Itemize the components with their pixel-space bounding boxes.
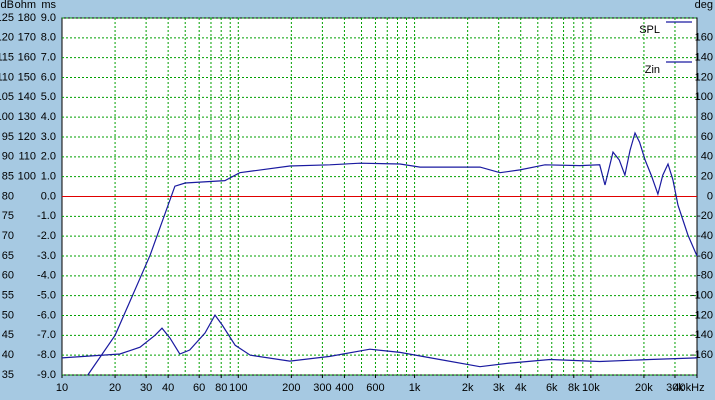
ms-tick-label: 2.0 [41,151,56,163]
ms-tick-label: 7.0 [41,52,56,64]
x-tick-label: 20 [109,382,121,394]
x-tick-label: 600 [366,382,384,394]
y2-tick-label: 20 [701,171,713,183]
y2-axis-label: deg [695,0,713,11]
x-tick-label: 80 [215,382,227,394]
x-tick-label: 200 [282,382,300,394]
y-axis-label: dB [1,0,14,11]
series-line [87,131,698,376]
ohm-tick-label: 150 [18,71,36,83]
ms-tick-label: -7.0 [37,329,56,341]
ms-tick-label: 6.0 [41,71,56,83]
y-tick-label: 120 [0,32,14,44]
y2-tick-label: 100 [695,91,713,103]
ms-tick-label: 0.0 [41,190,56,202]
x-tick-label: 3k [493,382,505,394]
y-tick-label: 70 [2,230,14,242]
y2-tick-label: 0 [707,190,713,202]
y-tick-label: 105 [0,91,14,103]
ohm-tick-label: 140 [18,91,36,103]
y2-tick-label: 40 [701,151,713,163]
x-tick-label: 400 [335,382,353,394]
y-tick-label: 75 [2,210,14,222]
ms-tick-label: 8.0 [41,32,56,44]
ms-tick-label: -6.0 [37,309,56,321]
y-tick-label: 85 [2,171,14,183]
ms-tick-label: -4.0 [37,270,56,282]
y2-tick-label: -100 [691,290,713,302]
ohm-tick-label: 100 [18,171,36,183]
y2-tick-label: -60 [697,250,713,262]
x-tick-label: 10 [56,382,68,394]
y2-tick-label: -140 [691,329,713,341]
ms-tick-label: -8.0 [37,349,56,361]
y-tick-label: 95 [2,131,14,143]
y-tick-label: 110 [0,71,14,83]
y2-tick-label: 160 [695,32,713,44]
y-tick-label: 90 [2,151,14,163]
y-tick-label: 50 [2,309,14,321]
y2-tick-label: 80 [701,111,713,123]
ms-tick-label: 3.0 [41,131,56,143]
ms-axis-label: ms [41,0,56,11]
ohm-tick-label: 180 [18,12,36,24]
y-tick-label: 55 [2,290,14,302]
y-tick-label: 125 [0,12,14,24]
x-tick-label: 1k [409,382,421,394]
ms-tick-label: -2.0 [37,230,56,242]
ms-tick-label: 9.0 [41,12,56,24]
y-tick-label: 60 [2,270,14,282]
y-tick-label: 40 [2,349,14,361]
x-tick-label: 30 [140,382,152,394]
ohm-tick-label: 130 [18,111,36,123]
x-tick-label: 20k [635,382,653,394]
ohm-tick-label: 160 [18,52,36,64]
x-tick-label: 40 [162,382,174,394]
x-tick-label: 300 [313,382,331,394]
x-tick-label: 2k [462,382,474,394]
y2-tick-label: -160 [691,349,713,361]
y2-tick-label: 60 [701,131,713,143]
ohm-tick-label: 120 [18,131,36,143]
ms-tick-label: -3.0 [37,250,56,262]
ms-tick-label: -9.0 [37,369,56,381]
y2-tick-label: -20 [697,210,713,222]
ohm-tick-label: 110 [18,151,36,163]
x-tick-label: 10k [582,382,600,394]
ms-tick-label: 4.0 [41,111,56,123]
ms-tick-label: -1.0 [37,210,56,222]
x-tick-label: 8k [568,382,580,394]
x-tick-label: 100 [229,382,247,394]
ohm-axis-label: ohm [15,0,36,11]
y2-tick-label: -80 [697,270,713,282]
ms-tick-label: 5.0 [41,91,56,103]
x-tick-label: 6k [546,382,558,394]
ms-tick-label: -5.0 [37,290,56,302]
y-tick-label: 100 [0,111,14,123]
y-tick-label: 45 [2,329,14,341]
y-tick-label: 65 [2,250,14,262]
y2-tick-label: 120 [695,71,713,83]
y2-tick-label: -40 [697,230,713,242]
series-line [61,313,698,368]
y2-tick-label: 140 [695,52,713,64]
x-tick-label: 60 [193,382,205,394]
y-tick-label: 80 [2,190,14,202]
legend-label: SPL [639,24,660,36]
y-tick-label: 35 [2,369,14,381]
x-tick-label: 30k [666,382,684,394]
legend-label: Zin [645,64,660,76]
ohm-tick-label: 170 [18,32,36,44]
x-tick-label: 4k [515,382,527,394]
x-tick-label: 40kHz [673,382,704,394]
y2-tick-label: -120 [691,309,713,321]
y-tick-label: 115 [0,52,14,64]
ms-tick-label: 1.0 [41,171,56,183]
